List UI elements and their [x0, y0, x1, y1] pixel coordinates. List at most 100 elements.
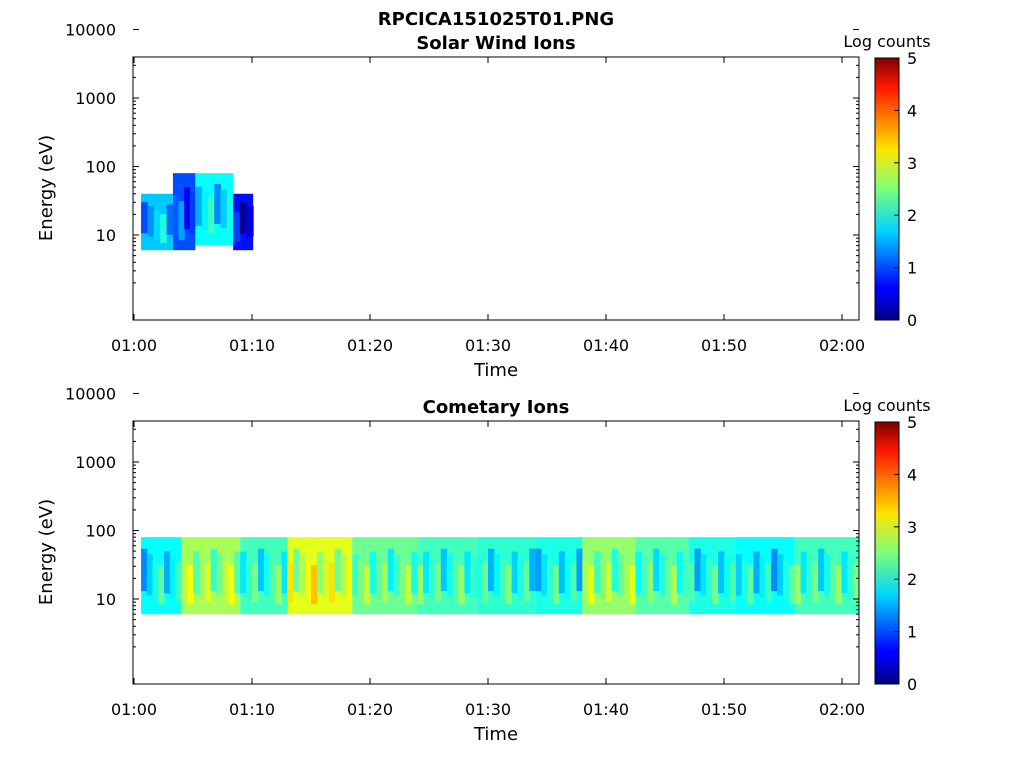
segment-stripe	[706, 559, 713, 600]
segment-stripe	[464, 551, 471, 594]
spectrogram-segment	[287, 537, 353, 615]
segment-stripe	[635, 551, 642, 594]
segment-stripe	[207, 196, 215, 235]
segment-stripe	[829, 559, 837, 600]
segment-stripe	[275, 565, 282, 605]
panel-cometary: Cometary Ions 01:00 01:10 01:20 01:30 01:40 0…	[36, 385, 931, 746]
x-tick-label: 01:10	[229, 700, 275, 719]
segment-stripe	[228, 565, 235, 605]
segment-stripe	[517, 556, 524, 598]
colorbar	[874, 421, 900, 685]
segment-stripe	[305, 559, 312, 600]
spectrogram-segment	[352, 537, 418, 615]
segment-stripe	[169, 556, 176, 598]
segment-stripe	[293, 548, 300, 592]
segment-stripe	[511, 551, 518, 594]
segment-stripe	[629, 565, 636, 605]
segment-stripe	[670, 565, 678, 605]
segment-stripe	[220, 189, 228, 229]
segment-stripe	[771, 548, 778, 592]
colorbar-tick-label: 3	[907, 518, 917, 537]
x-axis-label: Time	[473, 724, 518, 745]
segment-stripe	[576, 548, 583, 592]
segment-stripe	[239, 202, 247, 234]
segment-stripe	[263, 554, 271, 596]
colorbar	[874, 57, 900, 321]
segment-stripe	[535, 548, 542, 592]
segment-stripe	[246, 556, 253, 598]
colorbar-tick-label: 0	[907, 311, 917, 330]
panel-title: Cometary Ions	[423, 397, 570, 418]
segment-stripe	[547, 559, 554, 600]
segment-stripe	[823, 554, 831, 596]
y-tick-label: 10	[96, 226, 116, 245]
segment-stripe	[747, 565, 754, 605]
x-tick-label: 01:50	[701, 336, 747, 355]
segment-stripe	[800, 551, 807, 594]
y-tick-label: 100	[85, 158, 116, 177]
y-tick-label: 10000	[65, 385, 116, 404]
figure-title: RPCICA151025T01.PNG	[378, 9, 614, 30]
segment-stripe	[429, 556, 436, 598]
segment-stripe	[417, 565, 424, 605]
segment-stripe	[158, 565, 165, 605]
plot-frame	[132, 420, 860, 685]
segment-stripe	[164, 551, 171, 594]
segment-stripe	[724, 556, 731, 598]
x-tick-label: 01:00	[111, 336, 157, 355]
x-axis-label: Time	[473, 360, 518, 381]
y-axis-label: Energy (eV)	[36, 135, 57, 241]
colorbar-label: Log counts	[843, 32, 930, 51]
segment-stripe	[195, 186, 203, 226]
segment-stripe	[470, 556, 477, 598]
x-tick-label: 01:00	[111, 700, 157, 719]
colorbar-tick-label: 5	[907, 413, 917, 432]
segment-stripe	[375, 556, 383, 598]
segment-stripe	[759, 556, 766, 598]
colorbar-tick-label: 5	[907, 49, 917, 68]
segment-stripe	[346, 559, 353, 600]
segment-stripe	[257, 548, 265, 592]
segment-stripe	[647, 562, 654, 603]
segment-stripe	[741, 559, 749, 600]
segment-stripe	[653, 548, 660, 592]
colorbar-tick-label: 1	[907, 259, 917, 278]
segment-stripe	[240, 551, 247, 594]
segment-stripe	[381, 562, 389, 603]
y-tick-label: 10	[96, 590, 116, 609]
x-tick-label: 01:40	[583, 700, 629, 719]
segment-stripe	[611, 548, 619, 592]
x-tick-label: 01:10	[229, 336, 275, 355]
colorbar-tick-label: 0	[907, 675, 917, 694]
segment-stripe	[160, 214, 168, 243]
colorbar-tick-label: 3	[907, 154, 917, 173]
segment-stripe	[841, 551, 848, 594]
y-tick-label: 10000	[65, 21, 116, 40]
segment-stripe	[184, 187, 191, 230]
segment-stripe	[499, 559, 507, 600]
y-axis-label: Energy (eV)	[36, 499, 57, 605]
segment-stripe	[181, 559, 188, 600]
segment-stripe	[166, 204, 174, 235]
spectrogram-data	[141, 537, 860, 615]
segment-stripe	[172, 195, 180, 236]
segment-stripe	[316, 551, 324, 594]
segment-stripe	[299, 554, 306, 596]
segment-stripe	[214, 184, 222, 224]
segment-stripe	[322, 556, 330, 598]
spectrogram-segment	[582, 537, 636, 615]
segment-stripe	[523, 562, 530, 603]
axes: 01:00 01:10 01:20 01:30 01:40 01:50 02:00 10 100…	[65, 385, 865, 720]
y-tick-label: 1000	[75, 453, 116, 472]
segment-stripe	[216, 554, 223, 596]
colorbar-tick-label: 4	[907, 465, 917, 484]
x-tick-label: 01:30	[465, 700, 511, 719]
segment-stripe	[777, 554, 784, 596]
segment-stripe	[210, 548, 218, 592]
segment-stripe	[558, 551, 566, 594]
segment-stripe	[364, 565, 371, 605]
segment-stripe	[806, 556, 813, 598]
segment-stripe	[233, 212, 241, 242]
segment-stripe	[688, 562, 695, 603]
